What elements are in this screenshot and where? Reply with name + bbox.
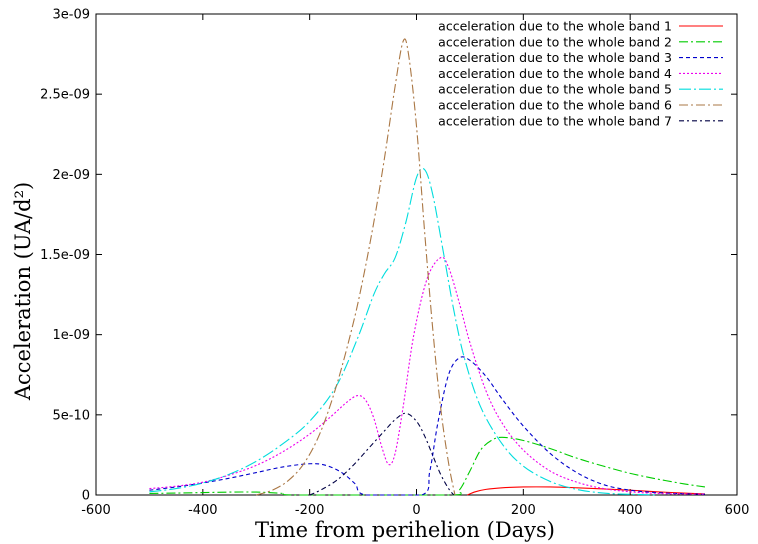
- x-tick-label: 400: [618, 503, 643, 518]
- x-tick-label: 0: [412, 503, 420, 518]
- y-tick-label: 1.5e-09: [40, 248, 90, 263]
- y-tick-label: 5e-10: [52, 408, 90, 423]
- x-tick-label: 600: [725, 503, 750, 518]
- series-line-band-7: [309, 412, 455, 496]
- y-tick-label: 3e-09: [52, 8, 90, 23]
- x-tick-label: -400: [188, 503, 218, 518]
- legend-label-band-1: acceleration due to the whole band 1: [438, 19, 672, 34]
- x-axis-title: Time from perihelion (Days): [255, 518, 555, 542]
- x-tick-label: -600: [81, 503, 111, 518]
- legend-label-band-5: acceleration due to the whole band 5: [438, 82, 672, 97]
- x-tick-label: 200: [511, 503, 536, 518]
- y-axis-title: Acceleration (UA/d²): [11, 182, 35, 401]
- series-line-band-4: [149, 256, 705, 495]
- legend-label-band-2: acceleration due to the whole band 2: [438, 34, 672, 49]
- series-line-band-6: [256, 38, 456, 496]
- axis-ticks: -600 -400 -200 0 200 400 600 0 5e-10 1e-09 1.5e-09…: [40, 8, 749, 519]
- legend-label-band-4: acceleration due to the whole band 4: [438, 66, 672, 81]
- y-tick-label: 0: [82, 489, 90, 504]
- legend-label-band-6: acceleration due to the whole band 6: [438, 98, 672, 113]
- series-line-band-2: [149, 436, 706, 496]
- legend: acceleration due to the whole band 1acce…: [438, 19, 723, 128]
- series-lines: [149, 38, 706, 496]
- legend-label-band-7: acceleration due to the whole band 7: [438, 113, 672, 128]
- x-tick-label: -200: [295, 503, 325, 518]
- y-tick-label: 1e-09: [52, 328, 90, 343]
- y-tick-label: 2e-09: [52, 168, 90, 183]
- series-line-band-5: [149, 167, 657, 496]
- series-line-band-1: [467, 486, 705, 496]
- y-tick-label: 2.5e-09: [40, 88, 90, 103]
- legend-label-band-3: acceleration due to the whole band 3: [438, 50, 672, 65]
